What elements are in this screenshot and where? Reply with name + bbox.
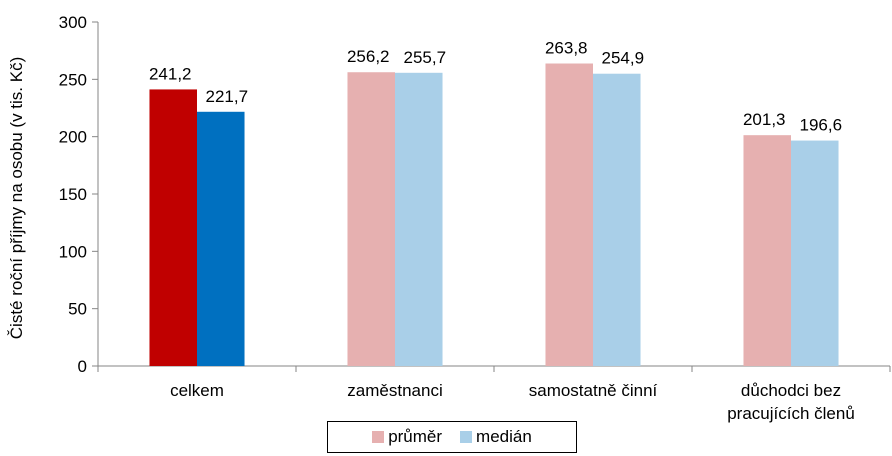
y-tick-label: 300 bbox=[59, 13, 87, 32]
x-axis: celkem zaměstnanci samostatně činní důchodc… bbox=[97, 365, 891, 423]
y-tick-label: 250 bbox=[59, 70, 87, 89]
x-tick-label: samostatně činní bbox=[529, 381, 658, 400]
x-tick-label: pracujících členů bbox=[727, 404, 855, 423]
legend-item-median: medián bbox=[460, 427, 532, 447]
data-label: 254,9 bbox=[601, 49, 644, 68]
bar bbox=[149, 89, 197, 366]
x-tick-label: celkem bbox=[170, 381, 224, 400]
y-tick-label: 200 bbox=[59, 128, 87, 147]
legend-swatch-prumer bbox=[372, 431, 385, 443]
legend-item-prumer: průměr bbox=[372, 427, 442, 447]
bar bbox=[743, 135, 791, 366]
data-label: 255,7 bbox=[403, 48, 446, 67]
legend: průměr medián bbox=[327, 421, 577, 453]
data-label: 263,8 bbox=[545, 39, 588, 58]
legend-swatch-median bbox=[460, 431, 473, 443]
data-label: 201,3 bbox=[743, 110, 786, 129]
data-label: 241,2 bbox=[149, 64, 192, 83]
bar bbox=[791, 140, 839, 366]
legend-label-prumer: průměr bbox=[388, 427, 443, 446]
x-tick-label: důchodci bez bbox=[741, 381, 841, 400]
bar bbox=[593, 73, 641, 367]
data-label: 221,7 bbox=[205, 87, 248, 106]
bar bbox=[395, 72, 443, 366]
bar bbox=[545, 63, 593, 366]
y-tick-label: 150 bbox=[59, 185, 87, 204]
data-labels: 241,2 221,7 256,2 255,7 263,8 254,9 201,3 196,6 bbox=[149, 39, 842, 135]
y-axis: 0 50 100 150 200 250 300 bbox=[59, 13, 99, 376]
data-label: 196,6 bbox=[799, 116, 842, 135]
y-tick-label: 50 bbox=[68, 300, 87, 319]
bar bbox=[347, 72, 395, 366]
bar bbox=[197, 111, 245, 366]
legend-label-median: medián bbox=[476, 427, 532, 446]
y-axis-title: Čisté roční příjmy na osobu (v tis. Kč) bbox=[7, 57, 26, 339]
y-tick-label: 100 bbox=[59, 242, 87, 261]
y-tick-label: 0 bbox=[78, 357, 87, 376]
data-label: 256,2 bbox=[347, 47, 390, 66]
bars bbox=[149, 63, 839, 367]
x-tick-label: zaměstnanci bbox=[347, 381, 442, 400]
